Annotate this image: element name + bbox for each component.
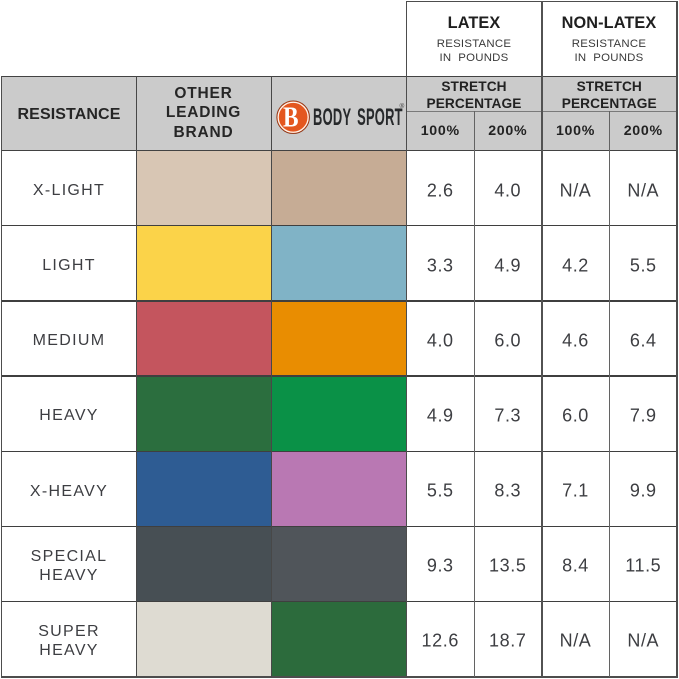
svg-text:B: B bbox=[283, 102, 299, 133]
